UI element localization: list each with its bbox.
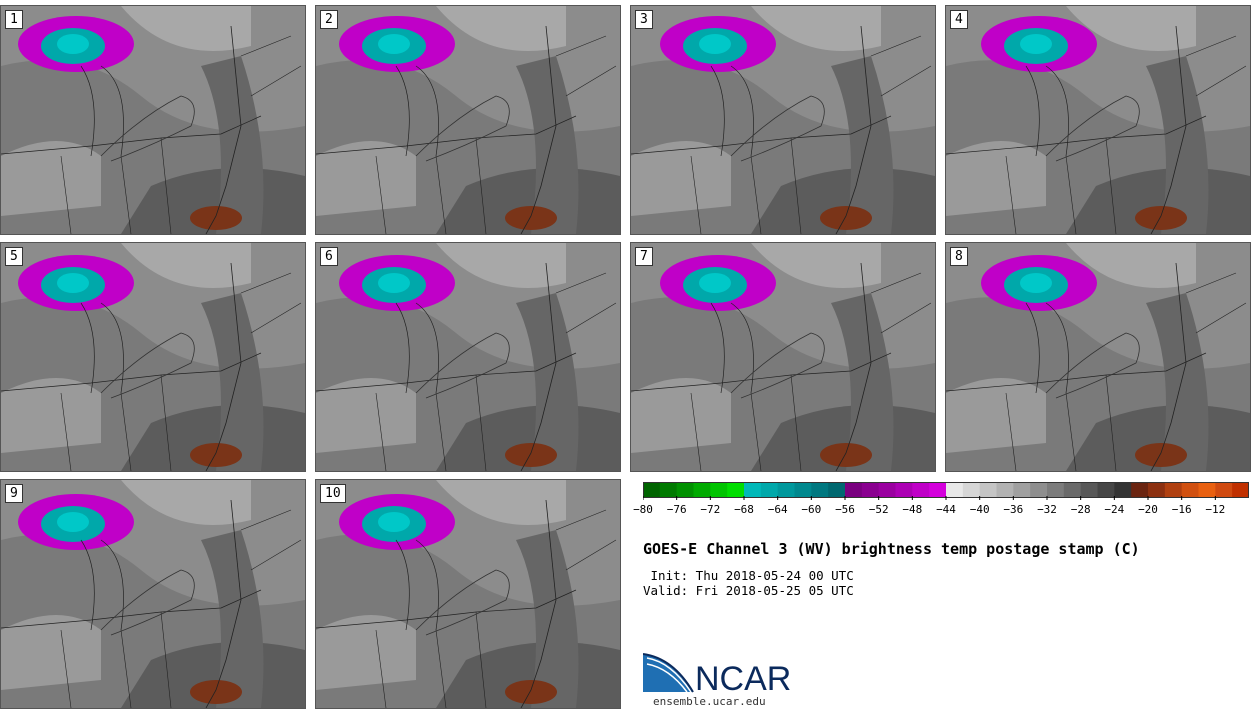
valid-time: Valid: Fri 2018-05-25 05 UTC [643,583,854,598]
init-time: Init: Thu 2018-05-24 00 UTC [643,568,854,583]
colorbar-swatch [710,482,728,498]
colorbar-swatch [1164,482,1183,498]
panel-number: 6 [320,247,338,266]
colorbar-tick-label: −28 [1070,503,1091,516]
colorbar-swatch [794,482,812,498]
colorbar-tick-label: −20 [1138,503,1158,516]
colorbar-tick-label: −68 [734,503,754,516]
colorbar-swatch [861,482,880,498]
postage-stamp-panel: 4 [945,5,1251,235]
colorbar-tick-label: −60 [801,503,822,516]
map-title: GOES-E Channel 3 (WV) brightness temp po… [643,540,1140,558]
colorbar-swatch [1013,482,1031,498]
colorbar-swatch [979,482,997,498]
colorbar-tick-label: −32 [1037,503,1057,516]
colorbar-tick-label: −80 [633,503,653,516]
postage-stamp-panel: 8 [945,242,1251,472]
colorbar-swatch [1198,482,1216,498]
colorbar-swatch [845,482,863,498]
colorbar-tick-label: −56 [835,503,855,516]
wv-map [316,243,620,471]
colorbar-swatch [1097,482,1115,498]
panel-number: 4 [950,10,968,29]
wv-map [631,6,935,234]
wv-map [1,243,305,471]
wv-map [1,480,305,708]
colorbar-swatch [929,482,947,498]
wv-map [946,243,1250,471]
postage-stamp-panel: 5 [0,242,306,472]
colorbar-swatch [727,482,745,498]
colorbar-tick-label: −36 [1003,503,1024,516]
colorbar-swatch [828,482,846,498]
panel-number: 5 [5,247,23,266]
colorbar-swatch [1131,482,1149,498]
panel-number: 7 [635,247,653,266]
colorbar-swatch [1148,482,1166,498]
colorbar-tick-label: −44 [936,503,956,516]
ncar-logo: NCAR [643,653,791,694]
colorbar-swatch [878,482,896,498]
colorbar-tick-label: −76 [666,503,687,516]
colorbar-swatch [946,482,964,498]
colorbar-tick-label: −52 [868,503,889,516]
colorbar-swatch [1030,482,1048,498]
wv-map [316,6,620,234]
colorbar-swatch [693,482,711,498]
wv-map [1,6,305,234]
postage-stamp-panel: 7 [630,242,936,472]
ncar-logo-text: NCAR [695,660,791,694]
colorbar-tick-label: −40 [969,503,990,516]
panel-number: 8 [950,247,968,266]
logo-url: ensemble.ucar.edu [653,695,766,708]
colorbar-tick-label: −12 [1205,503,1226,516]
colorbar-swatch [1232,482,1249,498]
panel-number: 1 [5,10,23,29]
wv-map [316,480,620,708]
colorbar-swatch [912,482,930,498]
postage-stamp-panel: 3 [630,5,936,235]
postage-stamp-panel: 10 [315,479,621,709]
colorbar-tick-label: −72 [700,503,721,516]
postage-stamp-panel: 2 [315,5,621,235]
postage-stamp-panel: 1 [0,5,306,235]
panel-number: 3 [635,10,653,29]
colorbar-swatch [895,482,913,498]
colorbar-swatch [996,482,1014,498]
postage-stamp-panel: 9 [0,479,306,709]
panel-number: 10 [320,484,346,503]
colorbar-swatch [1047,482,1065,498]
colorbar-tick-label: −48 [902,503,923,516]
colorbar-swatch [1114,482,1132,498]
colorbar-swatch [962,482,981,498]
colorbar-tick-label: −16 [1171,503,1192,516]
colorbar-swatch [760,482,779,498]
colorbar-swatch [777,482,795,498]
colorbar-swatch [676,482,694,498]
colorbar-swatch [659,482,678,498]
panel-number: 9 [5,484,23,503]
colorbar [643,482,1249,500]
wv-map [631,243,935,471]
wv-map [946,6,1250,234]
colorbar-swatch [811,482,829,498]
colorbar-swatch [744,482,762,498]
colorbar-swatch [1080,482,1098,498]
postage-stamp-panel: 6 [315,242,621,472]
colorbar-swatch [1215,482,1233,498]
colorbar-tick-label: −24 [1104,503,1125,516]
colorbar-swatch [1063,482,1082,498]
panel-number: 2 [320,10,338,29]
colorbar-tick-label: −64 [767,503,788,516]
colorbar-swatch [643,482,661,498]
colorbar-swatch [1181,482,1199,498]
